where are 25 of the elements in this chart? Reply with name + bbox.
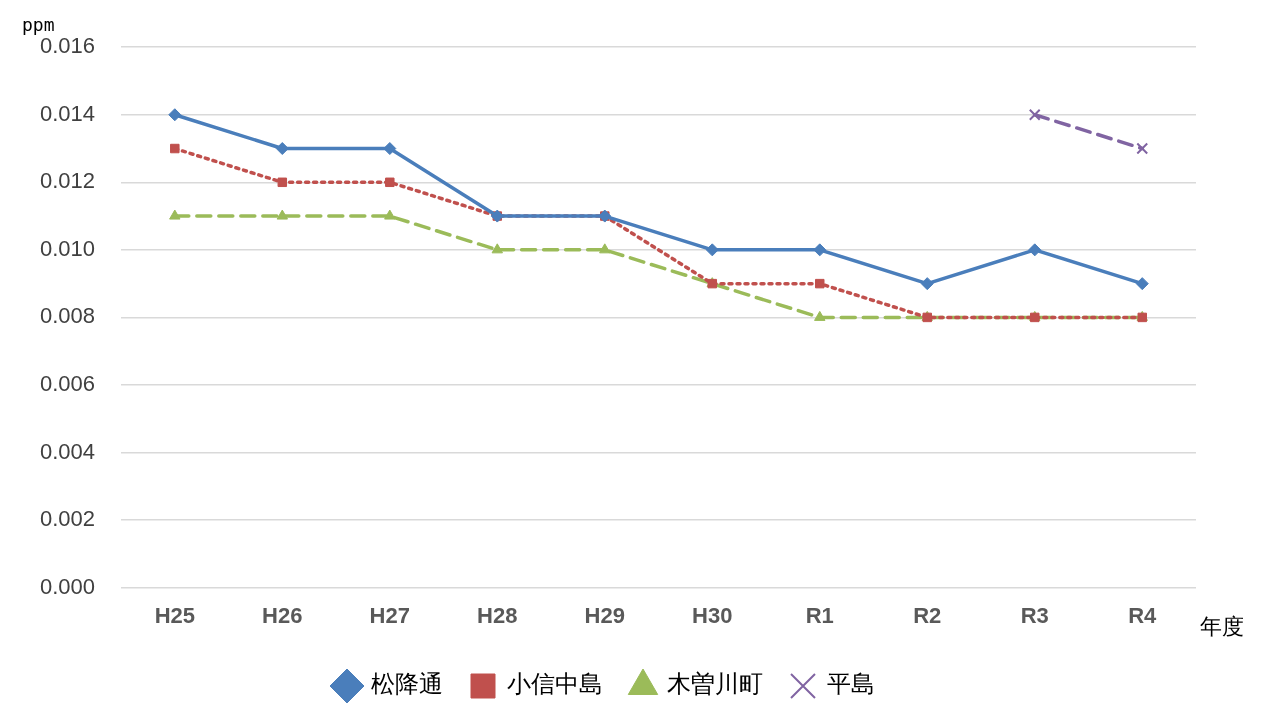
y-tick-label: 0.016 (39, 33, 96, 59)
legend-label: 小信中島 (507, 670, 603, 699)
legend-label: 平島 (827, 670, 875, 699)
x-tick-label: R2 (913, 602, 942, 628)
legend-label: 木曽川町 (667, 670, 763, 699)
y-tick-label: 0.012 (39, 168, 96, 194)
y-tick-label: 0.008 (39, 303, 96, 329)
x-tick-label: H28 (477, 602, 518, 628)
x-tick-label: H25 (154, 602, 195, 628)
y-axis-title: ppm (22, 13, 55, 35)
x-axis-title: 年度 (1200, 613, 1244, 639)
x-tick-label: H26 (262, 602, 303, 628)
y-tick-label: 0.004 (39, 438, 96, 464)
y-tick-label: 0.006 (39, 371, 96, 397)
y-tick-label: 0.000 (39, 573, 96, 599)
y-tick-label: 0.010 (39, 235, 96, 261)
x-tick-label: H27 (369, 602, 410, 628)
x-tick-label: H30 (692, 602, 733, 628)
x-tick-label: R4 (1128, 602, 1158, 628)
y-tick-label: 0.014 (39, 100, 96, 126)
x-tick-label: H29 (584, 602, 625, 628)
x-tick-label: R1 (805, 602, 834, 628)
y-tick-label: 0.002 (39, 506, 96, 532)
x-tick-label: R3 (1020, 602, 1049, 628)
legend-label: 松降通 (371, 670, 443, 699)
